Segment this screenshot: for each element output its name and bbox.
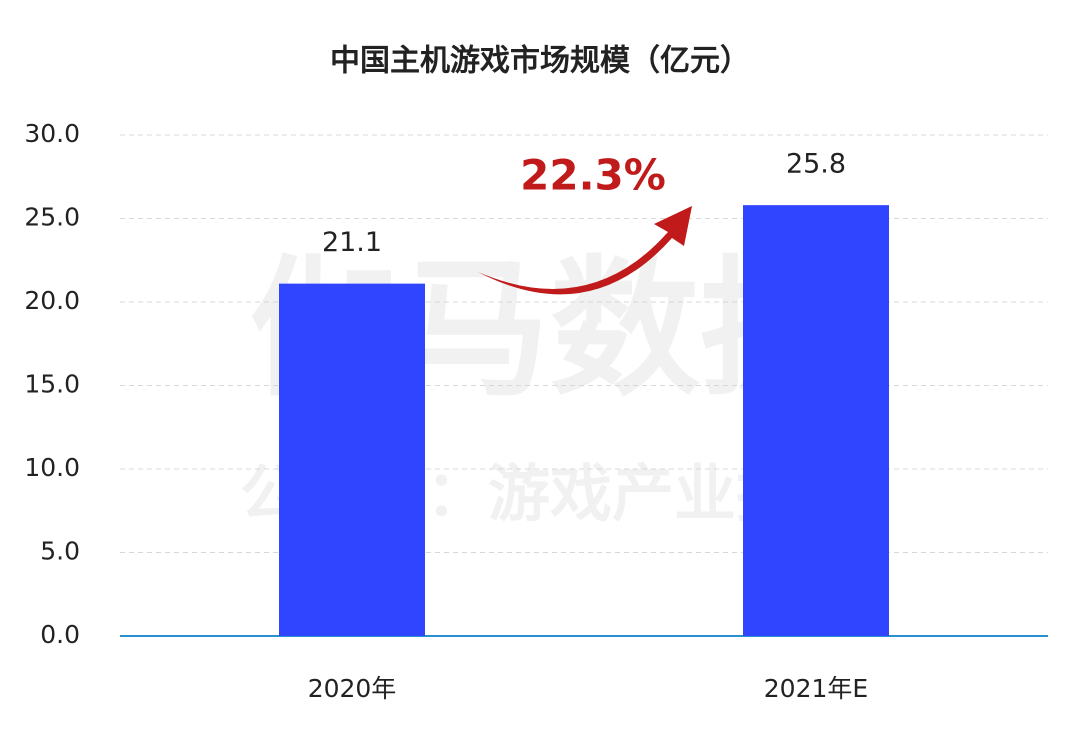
y-tick-label: 30.0	[24, 119, 80, 148]
y-tick-label: 10.0	[24, 453, 80, 482]
y-tick-label: 25.0	[24, 203, 80, 232]
y-tick-label: 0.0	[40, 620, 80, 649]
plot: 0.0 5.0 10.0 15.0 20.0 25.0 30.0 2020年 21.1 2021年…	[24, 119, 1048, 703]
x-tick-label: 2020年	[308, 674, 397, 703]
bar	[279, 283, 425, 636]
chart-title: 中国主机游戏市场规模（亿元）	[330, 44, 750, 79]
x-tick-label: 2021年E	[764, 674, 868, 703]
y-tick-label: 15.0	[24, 370, 80, 399]
y-tick-label: 5.0	[40, 537, 80, 566]
value-label: 25.8	[786, 149, 846, 180]
y-tick-label: 20.0	[24, 286, 80, 315]
value-label: 21.1	[322, 227, 382, 258]
bar	[743, 205, 889, 636]
growth-annotation: 22.3%	[520, 151, 666, 200]
